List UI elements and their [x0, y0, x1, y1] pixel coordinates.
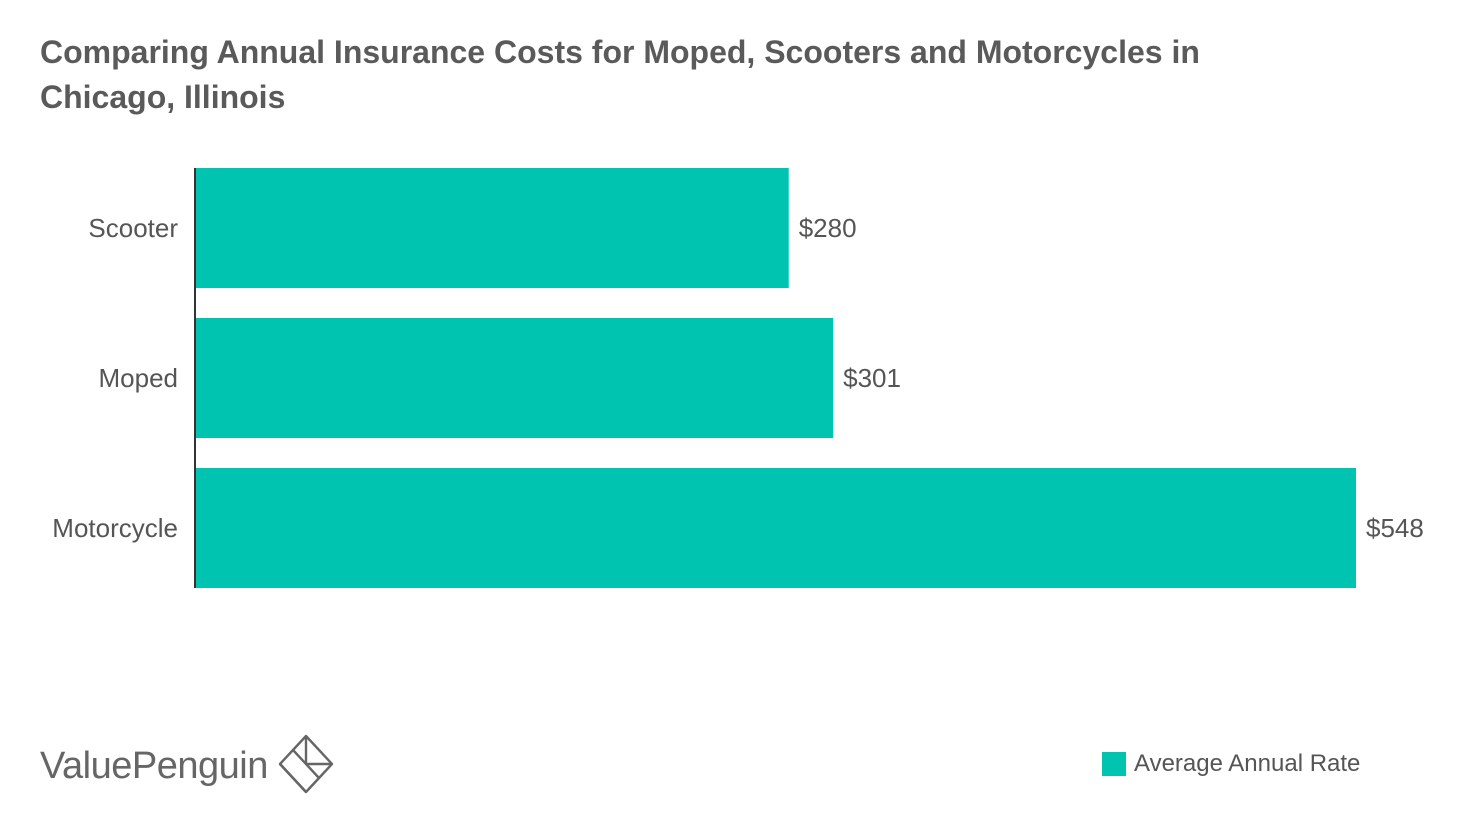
- category-label-motorcycle: Motorcycle: [52, 513, 178, 543]
- brand-wordmark: ValuePenguin: [40, 744, 268, 787]
- legend-swatch: [1102, 752, 1126, 776]
- value-label-scooter: $280: [799, 213, 857, 243]
- value-penguin-diamond-icon: [278, 734, 334, 794]
- brand-logo: ValuePenguin: [40, 734, 334, 798]
- bar-motorcycle: [196, 468, 1356, 588]
- legend-label: Average Annual Rate: [1134, 750, 1361, 777]
- category-label-moped: Moped: [99, 363, 179, 393]
- bar-scooter: [196, 168, 789, 288]
- chart-title: Comparing Annual Insurance Costs for Mop…: [40, 34, 1200, 115]
- bar-moped: [196, 318, 834, 438]
- bars-layer: Scooter $280 Moped $301 Motorcycle $548: [52, 168, 1424, 588]
- value-label-moped: $301: [843, 363, 901, 393]
- chart-legend: Average Annual Rate: [1102, 750, 1360, 778]
- category-label-scooter: Scooter: [88, 213, 178, 243]
- value-label-motorcycle: $548: [1366, 513, 1424, 543]
